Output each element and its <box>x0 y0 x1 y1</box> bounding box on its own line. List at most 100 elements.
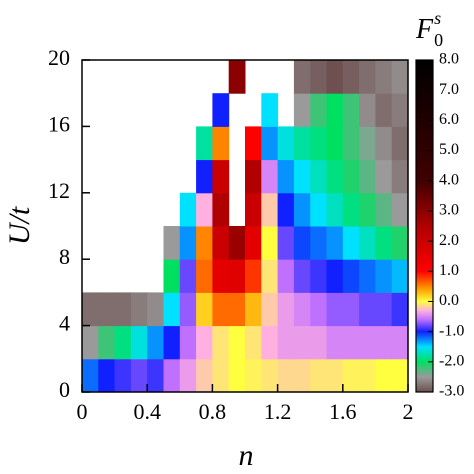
heat-cell <box>163 259 181 293</box>
heat-cell <box>391 192 409 227</box>
x-tick-label: 1.6 <box>329 399 357 424</box>
heat-cell <box>130 358 148 393</box>
heat-cell <box>359 126 376 161</box>
heat-cell <box>391 126 409 161</box>
heat-cell <box>359 93 376 127</box>
heat-cell <box>277 226 295 260</box>
heat-cell <box>130 292 148 327</box>
heat-cell <box>163 292 181 327</box>
heat-cell <box>375 60 393 94</box>
heat-cell <box>342 358 360 393</box>
heat-cell <box>196 292 213 327</box>
plot-frame <box>81 59 409 393</box>
heat-cell <box>342 259 360 293</box>
heat-cell <box>293 325 311 360</box>
heat-cell <box>293 192 311 227</box>
y-tick-label: 4 <box>59 311 70 336</box>
x-tick-label: 2 <box>403 399 414 424</box>
colorbar <box>415 59 434 393</box>
heat-cell <box>375 226 393 260</box>
colorbar-title: F0s <box>415 8 443 50</box>
heat-cell <box>391 93 409 127</box>
heat-cell <box>212 292 230 327</box>
y-tick-label: 8 <box>59 244 70 269</box>
heat-cell <box>245 358 262 393</box>
heat-cell <box>293 93 311 127</box>
heat-cell <box>342 126 360 161</box>
y-axis-label: U/t <box>3 206 36 245</box>
heat-cell <box>293 226 311 260</box>
heat-cell <box>277 159 295 194</box>
heat-cell <box>147 292 164 327</box>
heat-cell <box>245 325 262 360</box>
heat-cell <box>375 325 393 360</box>
heat-cell <box>310 358 327 393</box>
heat-cell <box>228 60 246 94</box>
heat-cell <box>359 226 376 260</box>
heat-cell <box>293 292 311 327</box>
heat-cell <box>163 226 181 260</box>
heat-cell <box>228 259 246 293</box>
heat-cell <box>212 93 230 127</box>
heat-cell <box>261 93 279 127</box>
heat-cell <box>375 126 393 161</box>
heat-cell <box>261 358 279 393</box>
heat-cell <box>212 192 230 227</box>
heat-cell <box>245 292 262 327</box>
heat-cell <box>261 126 279 161</box>
heat-cell <box>163 358 181 393</box>
heat-cell <box>277 259 295 293</box>
heat-cell <box>277 192 295 227</box>
heat-cell <box>391 259 409 293</box>
heat-cell <box>342 60 360 94</box>
heat-cell <box>342 159 360 194</box>
heat-cell <box>196 226 213 260</box>
heat-cell <box>196 325 213 360</box>
heat-cell <box>228 325 246 360</box>
heat-cell <box>326 226 344 260</box>
heat-cell <box>228 358 246 393</box>
heat-cell <box>326 126 344 161</box>
colorbar-tick-label: 7.0 <box>439 81 459 98</box>
heat-cell <box>245 259 262 293</box>
heat-cell <box>310 126 327 161</box>
heat-cell <box>359 259 376 293</box>
heat-cell <box>196 259 213 293</box>
heat-cell <box>342 325 360 360</box>
heat-cell <box>342 226 360 260</box>
heat-cell <box>326 192 344 227</box>
colorbar-tick-label: 5.0 <box>439 141 459 158</box>
heatmap <box>82 60 409 393</box>
colorbar-tick-label: -3.0 <box>439 383 464 400</box>
heat-cell <box>261 292 279 327</box>
heat-cell <box>261 192 279 227</box>
heat-cell <box>375 259 393 293</box>
heat-cell <box>277 325 295 360</box>
heat-cell <box>310 93 327 127</box>
heat-cell <box>359 358 376 393</box>
heat-cell <box>261 325 279 360</box>
heat-cell <box>375 93 393 127</box>
heat-cell <box>179 292 197 327</box>
heat-cell <box>326 159 344 194</box>
heat-cell <box>293 358 311 393</box>
x-tick-label: 0.8 <box>199 399 227 424</box>
heat-cell <box>212 358 230 393</box>
heat-cell <box>391 226 409 260</box>
colorbar-tick-label: 6.0 <box>439 111 459 128</box>
heat-cell <box>196 159 213 194</box>
heat-cell <box>82 292 99 327</box>
heat-cell <box>359 159 376 194</box>
heat-cell <box>228 226 246 260</box>
heat-cell <box>342 93 360 127</box>
colorbar-tick-label: -2.0 <box>439 352 464 369</box>
heat-cell <box>326 292 344 327</box>
colorbar-title-base: F <box>415 14 434 45</box>
heat-cell <box>359 292 376 327</box>
heat-cell <box>245 226 262 260</box>
heat-cell <box>293 159 311 194</box>
heat-cell <box>359 60 376 94</box>
heat-cell <box>326 325 344 360</box>
